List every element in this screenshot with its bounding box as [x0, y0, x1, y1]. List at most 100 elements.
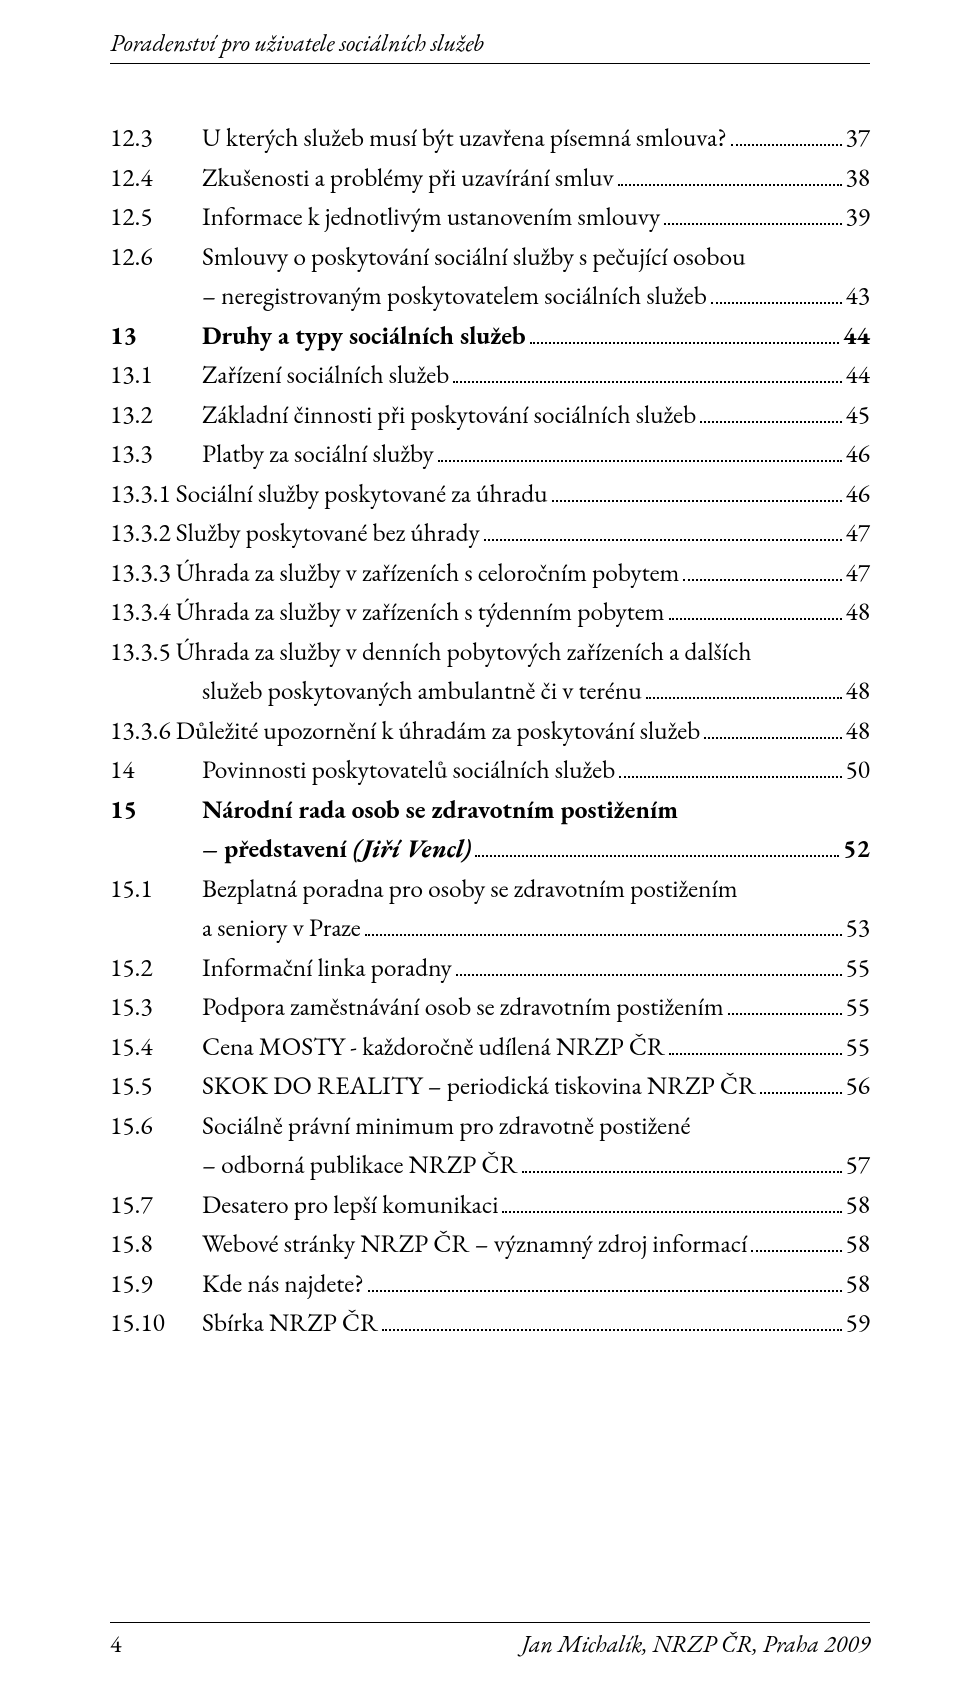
- toc-leader: [438, 437, 842, 463]
- toc-item-page: 50: [846, 750, 870, 790]
- toc-leader: [669, 595, 842, 621]
- toc-item-label: Informace k jednotlivým ustanovením smlo…: [202, 197, 660, 237]
- toc-item-label-continuation: – odborná publikace NRZP ČR: [202, 1145, 518, 1185]
- running-header: Poradenství pro uživatele sociálních slu…: [110, 28, 870, 64]
- toc-leader: [502, 1187, 841, 1213]
- toc-row: 13.2Základní činnosti při poskytování so…: [110, 395, 870, 435]
- toc-item-number: 13.1: [110, 355, 202, 395]
- toc-item-label: Zkušenosti a problémy při uzavírání smlu…: [202, 158, 614, 198]
- toc-item-label: Desatero pro lepší komunikaci: [202, 1185, 498, 1225]
- toc-leader: [453, 358, 841, 384]
- toc-item-label: Povinnosti poskytovatelů sociálních služ…: [202, 750, 615, 790]
- toc-row-continuation: a seniory v Praze53: [110, 908, 870, 948]
- toc-row: 15.4Cena MOSTY - každoročně udílená NRZP…: [110, 1027, 870, 1067]
- toc-leader: [522, 1148, 842, 1174]
- toc-item-page: 55: [846, 987, 870, 1027]
- toc-row: 13Druhy a typy sociálních služeb44: [110, 316, 870, 356]
- toc-item-label: 13.3.1 Sociální služby poskytované za úh…: [110, 474, 548, 514]
- toc-item-page: 58: [846, 1185, 870, 1225]
- toc-item-number: 13.2: [110, 395, 202, 435]
- toc-item-page: 58: [846, 1224, 870, 1264]
- toc-row: 15.8Webové stránky NRZP ČR – významný zd…: [110, 1224, 870, 1264]
- toc-item-number: 15.5: [110, 1066, 202, 1106]
- toc-row: 13.3.4 Úhrada za služby v zařízeních s t…: [110, 592, 870, 632]
- toc-item-number: 13: [110, 316, 202, 356]
- toc-item-label-continuation: služeb poskytovaných ambulantně či v ter…: [202, 671, 642, 711]
- toc-item-page: 38: [846, 158, 870, 198]
- toc-item-number: 12.6: [110, 237, 202, 277]
- toc-item-label: SKOK DO REALITY – periodická tiskovina N…: [202, 1066, 756, 1106]
- toc-row: 15.3Podpora zaměstnávání osob se zdravot…: [110, 987, 870, 1027]
- toc-item-page: 57: [846, 1145, 870, 1185]
- toc-leader: [619, 753, 841, 779]
- toc-leader: [700, 397, 841, 423]
- toc-row: 13.3.5 Úhrada za služby v denních pobyto…: [110, 632, 870, 672]
- toc-item-label-continuation: – představení (Jiří Vencl): [202, 829, 471, 869]
- toc-item-number: 14: [110, 750, 202, 790]
- toc-item-label: 13.3.6 Důležité upozornění k úhradám za …: [110, 711, 700, 751]
- toc-row: 12.6Smlouvy o poskytování sociální služb…: [110, 237, 870, 277]
- toc-item-label: Bezplatná poradna pro osoby se zdravotní…: [202, 869, 738, 909]
- toc-leader: [365, 911, 842, 937]
- toc-item-number: 12.3: [110, 118, 202, 158]
- toc-item-number: 12.4: [110, 158, 202, 198]
- toc-item-number: 15.10: [110, 1303, 202, 1343]
- toc-leader: [751, 1227, 841, 1253]
- toc-row: 15.6Sociálně právní minimum pro zdravotn…: [110, 1106, 870, 1146]
- toc-item-page: 46: [846, 474, 870, 514]
- toc-row-continuation: – odborná publikace NRZP ČR 57: [110, 1145, 870, 1185]
- table-of-contents: 12.3U kterých služeb musí být uzavřena p…: [110, 118, 870, 1343]
- toc-row: 13.3.1 Sociální služby poskytované za úh…: [110, 474, 870, 514]
- toc-leader: [760, 1069, 841, 1095]
- toc-item-label: Podpora zaměstnávání osob se zdravotním …: [202, 987, 724, 1027]
- toc-item-label: Platby za sociální služby: [202, 434, 434, 474]
- toc-row: 15Národní rada osob se zdravotním postiž…: [110, 790, 870, 830]
- toc-item-label-continuation: – neregistrovaným poskytovatelem sociáln…: [202, 276, 707, 316]
- toc-leader: [731, 121, 842, 147]
- toc-item-page: 52: [843, 829, 870, 869]
- toc-item-number: 15.6: [110, 1106, 202, 1146]
- toc-item-page: 43: [846, 276, 870, 316]
- toc-row: 15.9Kde nás najdete?58: [110, 1264, 870, 1304]
- toc-leader: [669, 1029, 841, 1055]
- toc-row: 13.3Platby za sociální služby 46: [110, 434, 870, 474]
- toc-item-label: Cena MOSTY - každoročně udílená NRZP ČR: [202, 1027, 665, 1067]
- toc-item-page: 39: [846, 197, 870, 237]
- toc-item-label: 13.3.3 Úhrada za služby v zařízeních s c…: [110, 553, 679, 593]
- page-footer: 4 Jan Michalík, NRZP ČR, Praha 2009: [110, 1622, 870, 1660]
- toc-leader: [382, 1306, 841, 1332]
- toc-row: 13.3.2 Služby poskytované bez úhrady47: [110, 513, 870, 553]
- toc-item-page: 55: [846, 948, 870, 988]
- toc-leader: [683, 555, 841, 581]
- toc-item-page: 59: [846, 1303, 870, 1343]
- toc-item-label: 13.3.2 Služby poskytované bez úhrady: [110, 513, 480, 553]
- toc-row: 13.3.6 Důležité upozornění k úhradám za …: [110, 711, 870, 751]
- toc-item-number: 15.2: [110, 948, 202, 988]
- toc-item-page: 44: [846, 355, 870, 395]
- toc-item-page: 48: [846, 711, 870, 751]
- toc-item-page: 48: [846, 592, 870, 632]
- toc-row: 14Povinnosti poskytovatelů sociálních sl…: [110, 750, 870, 790]
- toc-item-page: 37: [846, 118, 870, 158]
- toc-item-page: 45: [846, 395, 870, 435]
- footer-credit: Jan Michalík, NRZP ČR, Praha 2009: [522, 1629, 870, 1660]
- toc-leader: [368, 1266, 842, 1292]
- toc-row: 13.1Zařízení sociálních služeb 44: [110, 355, 870, 395]
- toc-item-label: Kde nás najdete?: [202, 1264, 364, 1304]
- toc-item-label: 13.3.5 Úhrada za služby v denních pobyto…: [110, 632, 752, 672]
- toc-item-page: 55: [846, 1027, 870, 1067]
- toc-row: 15.10Sbírka NRZP ČR 59: [110, 1303, 870, 1343]
- toc-item-number: 15.7: [110, 1185, 202, 1225]
- toc-row: 15.7Desatero pro lepší komunikaci 58: [110, 1185, 870, 1225]
- toc-item-number: 13.3: [110, 434, 202, 474]
- toc-item-number: 15: [110, 790, 202, 830]
- toc-item-page: 46: [846, 434, 870, 474]
- toc-row: 12.4Zkušenosti a problémy při uzavírání …: [110, 158, 870, 198]
- toc-item-number: 15.8: [110, 1224, 202, 1264]
- toc-item-label: Zařízení sociálních služeb: [202, 355, 449, 395]
- toc-row-continuation: služeb poskytovaných ambulantně či v ter…: [110, 671, 870, 711]
- toc-row: 12.3U kterých služeb musí být uzavřena p…: [110, 118, 870, 158]
- toc-item-page: 48: [846, 671, 870, 711]
- toc-item-label: Sociálně právní minimum pro zdravotně po…: [202, 1106, 690, 1146]
- toc-item-label: Sbírka NRZP ČR: [202, 1303, 378, 1343]
